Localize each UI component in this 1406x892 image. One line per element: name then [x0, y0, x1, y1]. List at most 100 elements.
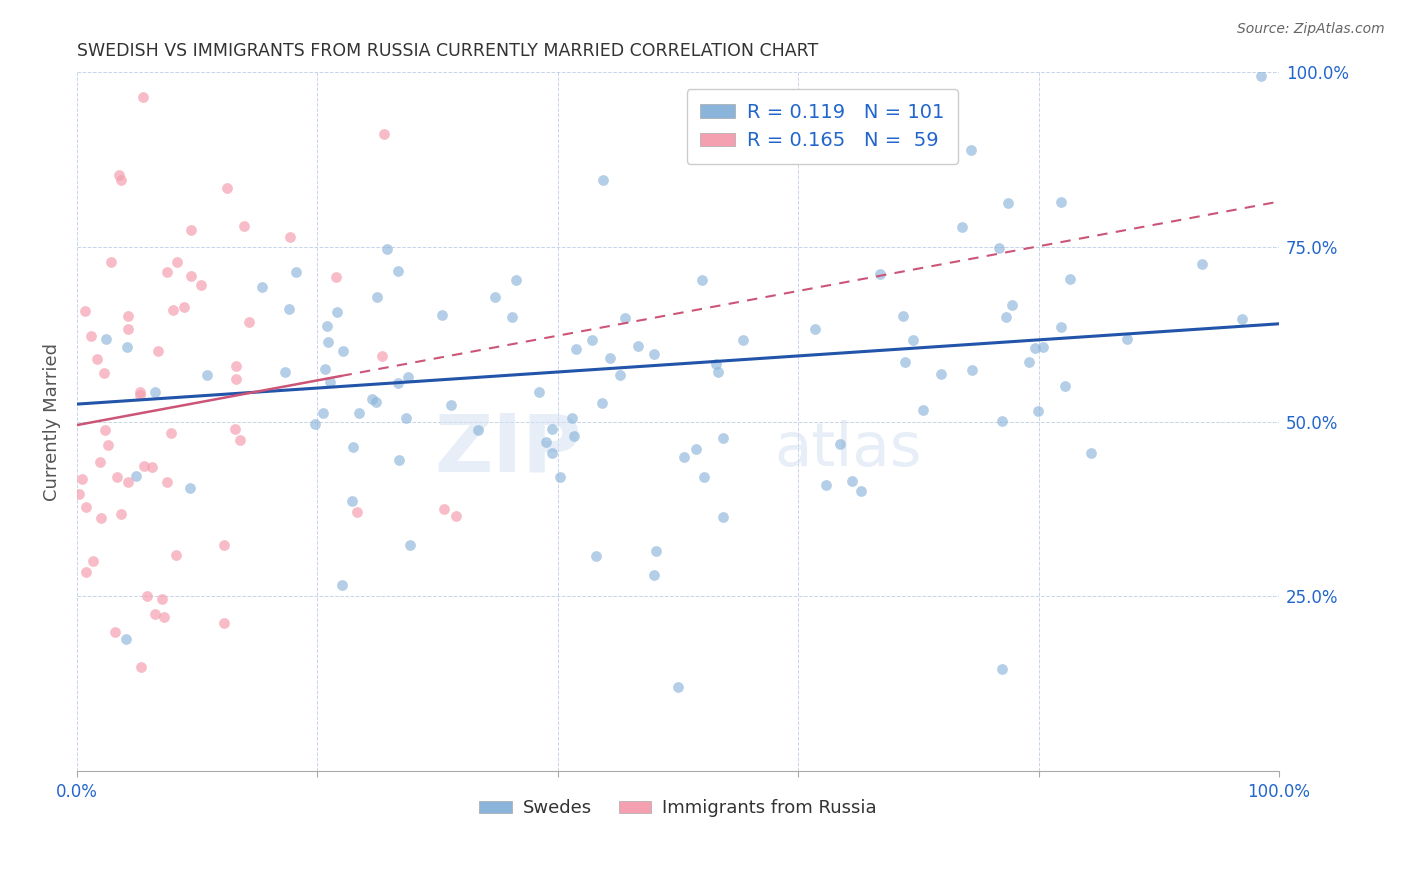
Point [105, 469, 128, 483]
Point [330, 578, 353, 592]
Point [180, 222, 202, 236]
Point [1116, 332, 1139, 346]
Point [115, 632, 138, 646]
Point [128, 388, 150, 402]
Point [505, 273, 527, 287]
Point [613, 310, 636, 325]
Point [869, 267, 891, 281]
Point [387, 264, 409, 278]
Point [340, 494, 363, 508]
Point [89, 455, 111, 469]
Point [672, 450, 695, 465]
Point [1059, 272, 1081, 286]
Point [278, 301, 301, 316]
Point [141, 459, 163, 474]
Point [562, 429, 585, 443]
Point [962, 363, 984, 377]
Point [1024, 341, 1046, 355]
Point [316, 334, 339, 349]
Point [467, 423, 489, 437]
Point [366, 290, 388, 304]
Point [364, 394, 387, 409]
Point [371, 349, 394, 363]
Point [690, 273, 713, 287]
Point [1191, 257, 1213, 271]
Point [159, 425, 181, 440]
Point [325, 269, 347, 284]
Point [82, 553, 104, 567]
Point [128, 385, 150, 400]
Point [645, 544, 668, 558]
Point [599, 351, 621, 365]
Point [166, 255, 188, 269]
Point [93, 366, 115, 380]
Point [929, 367, 952, 381]
Point [534, 435, 557, 450]
Point [93, 423, 115, 437]
Point [912, 403, 935, 417]
Point [731, 333, 754, 347]
Point [711, 430, 734, 444]
Point [325, 305, 347, 319]
Point [233, 219, 256, 234]
Point [212, 615, 235, 630]
Point [360, 392, 382, 406]
Point [643, 347, 665, 361]
Point [225, 372, 247, 386]
Point [592, 173, 614, 187]
Point [132, 90, 155, 104]
Legend: Swedes, Immigrants from Russia: Swedes, Immigrants from Russia [472, 792, 884, 824]
Point [224, 422, 246, 436]
Point [280, 230, 302, 244]
Point [1026, 403, 1049, 417]
Point [312, 406, 335, 420]
Point [1080, 446, 1102, 460]
Point [987, 241, 1010, 255]
Point [950, 220, 973, 235]
Point [626, 339, 648, 353]
Point [1054, 378, 1077, 392]
Point [100, 255, 122, 269]
Point [561, 411, 583, 425]
Point [79, 328, 101, 343]
Point [304, 417, 326, 432]
Point [136, 589, 159, 603]
Point [711, 509, 734, 524]
Point [527, 385, 550, 400]
Point [893, 309, 915, 323]
Point [373, 127, 395, 141]
Point [190, 277, 212, 292]
Point [541, 421, 564, 435]
Point [143, 384, 166, 399]
Point [332, 344, 354, 359]
Point [124, 469, 146, 483]
Point [156, 475, 179, 489]
Point [430, 308, 453, 322]
Point [548, 469, 571, 483]
Text: ZIP: ZIP [434, 410, 582, 489]
Point [387, 452, 409, 467]
Point [73, 304, 96, 318]
Point [284, 265, 307, 279]
Point [585, 549, 607, 563]
Point [717, 149, 740, 163]
Point [108, 169, 131, 183]
Point [94, 332, 117, 346]
Point [110, 172, 132, 186]
Point [316, 319, 339, 334]
Point [72, 472, 94, 486]
Point [991, 414, 1014, 428]
Point [110, 507, 132, 521]
Point [501, 310, 523, 324]
Point [173, 301, 195, 315]
Point [229, 434, 252, 448]
Point [165, 548, 187, 562]
Point [179, 482, 201, 496]
Point [997, 196, 1019, 211]
Point [212, 538, 235, 552]
Point [693, 470, 716, 484]
Point [901, 333, 924, 347]
Point [399, 538, 422, 552]
Point [90, 511, 112, 525]
Point [129, 659, 152, 673]
